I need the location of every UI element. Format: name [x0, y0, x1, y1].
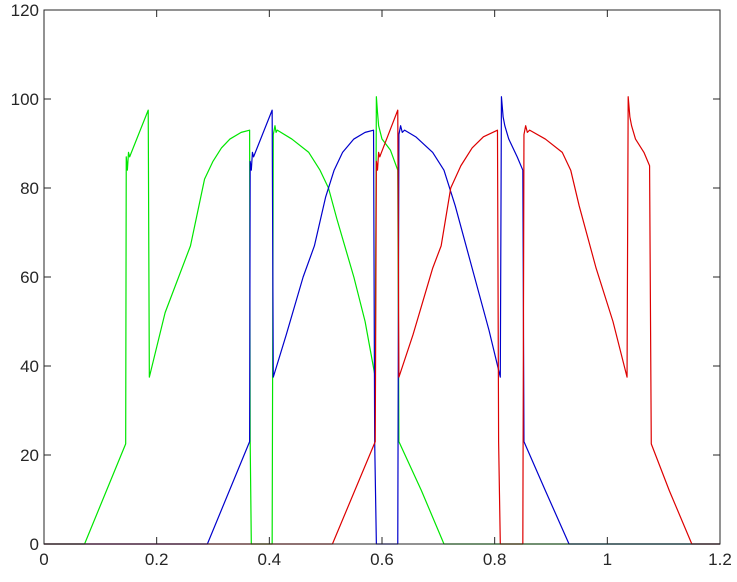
y-tick-label: 120	[11, 1, 39, 20]
x-tick-label: 0.6	[370, 550, 394, 569]
x-tick-label: 0.2	[145, 550, 169, 569]
ticks-layer	[43, 9, 721, 545]
x-tick-label: 0	[39, 550, 48, 569]
plot-background	[44, 10, 720, 544]
y-tick-label: 0	[30, 535, 39, 554]
y-tick-label: 80	[20, 179, 39, 198]
y-tick-label: 60	[20, 268, 39, 287]
x-tick-label: 1	[603, 550, 612, 569]
x-tick-label: 0.8	[483, 550, 507, 569]
series-line-1	[44, 96, 720, 545]
series-layer	[44, 96, 720, 545]
y-tick-label: 100	[11, 90, 39, 109]
x-tick-label: 1.2	[708, 550, 732, 569]
y-tick-label: 20	[20, 446, 39, 465]
labels-layer: 0 0.2 0.4 0.6 0.8 1 1.2 0 20 40 60 80 100 120	[11, 1, 732, 569]
x-tick-label: 0.4	[258, 550, 282, 569]
series-line-3	[44, 96, 720, 545]
y-tick-label: 40	[20, 357, 39, 376]
